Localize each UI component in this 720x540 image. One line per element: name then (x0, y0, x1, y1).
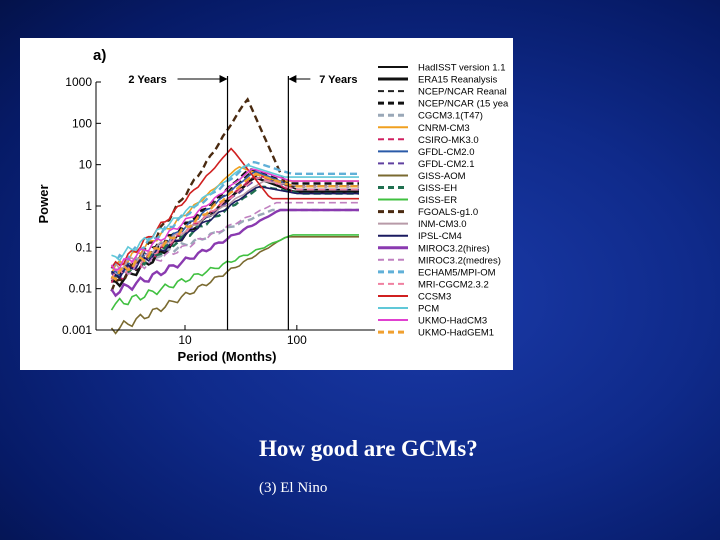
legend-label-21: UKMO-HadCM3 (418, 316, 487, 327)
spectrum-chart: 2 Years 7 Years 1000 100 10 1 0.1 0.01 0.001 10 1… (36, 47, 509, 364)
series-line-20 (111, 164, 359, 262)
ref-label-1: 7 Years (319, 74, 357, 86)
legend-label-1: ERA15 Reanalysis (418, 75, 497, 86)
legend-label-14: IPSL-CM4 (418, 231, 462, 242)
x-tick-label-1: 100 (287, 333, 307, 347)
y-tick-label-6: 0.001 (62, 323, 92, 337)
ref-label-0: 2 Years (128, 74, 166, 86)
y-axis-label: Power (36, 184, 51, 223)
series-line-11 (110, 234, 359, 311)
series-line-14 (110, 185, 359, 279)
x-axis-label: Period (Months) (178, 349, 277, 364)
series-line-21 (110, 168, 359, 272)
legend-label-15: MIROC3.2(hires) (418, 243, 490, 254)
y-tick-label-0: 1000 (65, 75, 92, 89)
legend-label-16: MIROC3.2(medres) (418, 255, 501, 266)
ref-arrow-head-1 (288, 75, 297, 83)
slide-subtitle: (3) El Nino (259, 480, 328, 496)
y-tick-label-5: 0.01 (69, 282, 93, 296)
legend-label-2: NCEP/NCAR Reanal (418, 87, 507, 98)
y-tick-label-2: 10 (79, 158, 93, 172)
y-tick-label-3: 1 (85, 199, 92, 213)
legend-label-18: MRI-CGCM2.3.2 (418, 279, 489, 290)
series-line-15 (110, 208, 359, 298)
legend-label-17: ECHAM5/MPI-OM (418, 267, 496, 278)
legend-label-10: GISS-EH (418, 183, 457, 194)
legend-label-4: CGCM3.1(T47) (418, 111, 483, 122)
y-tick-label-4: 0.1 (75, 240, 92, 254)
legend-label-5: CNRM-CM3 (418, 123, 470, 134)
legend-label-12: FGOALS-g1.0 (418, 207, 478, 218)
chart-panel: 2 Years 7 Years 1000 100 10 1 0.1 0.01 0.001 10 1… (20, 38, 513, 370)
legend-label-0: HadISST version 1.1 (418, 63, 505, 74)
series-line-9 (110, 236, 359, 335)
legend-label-11: GISS-ER (418, 195, 457, 206)
panel-label: a) (93, 47, 106, 64)
series-line-1 (111, 176, 359, 288)
legend-label-8: GFDL-CM2.1 (418, 159, 474, 170)
legend-label-13: INM-CM3.0 (418, 219, 467, 230)
y-tick-label-1: 100 (72, 116, 92, 130)
legend-label-9: GISS-AOM (418, 171, 466, 182)
slide-title: How good are GCMs? (259, 436, 478, 461)
legend-label-20: PCM (418, 304, 439, 315)
legend-label-3: NCEP/NCAR (15 yea (418, 99, 509, 110)
ref-arrow-head-0 (219, 75, 228, 83)
legend-label-19: CCSM3 (418, 291, 451, 302)
series-line-17 (110, 160, 359, 270)
series-line-22 (110, 172, 359, 282)
x-tick-label-0: 10 (178, 333, 192, 347)
legend-label-6: CSIRO-MK3.0 (418, 135, 479, 146)
legend-label-22: UKMO-HadGEM1 (418, 328, 494, 339)
legend-label-7: GFDL-CM2.0 (418, 147, 474, 158)
